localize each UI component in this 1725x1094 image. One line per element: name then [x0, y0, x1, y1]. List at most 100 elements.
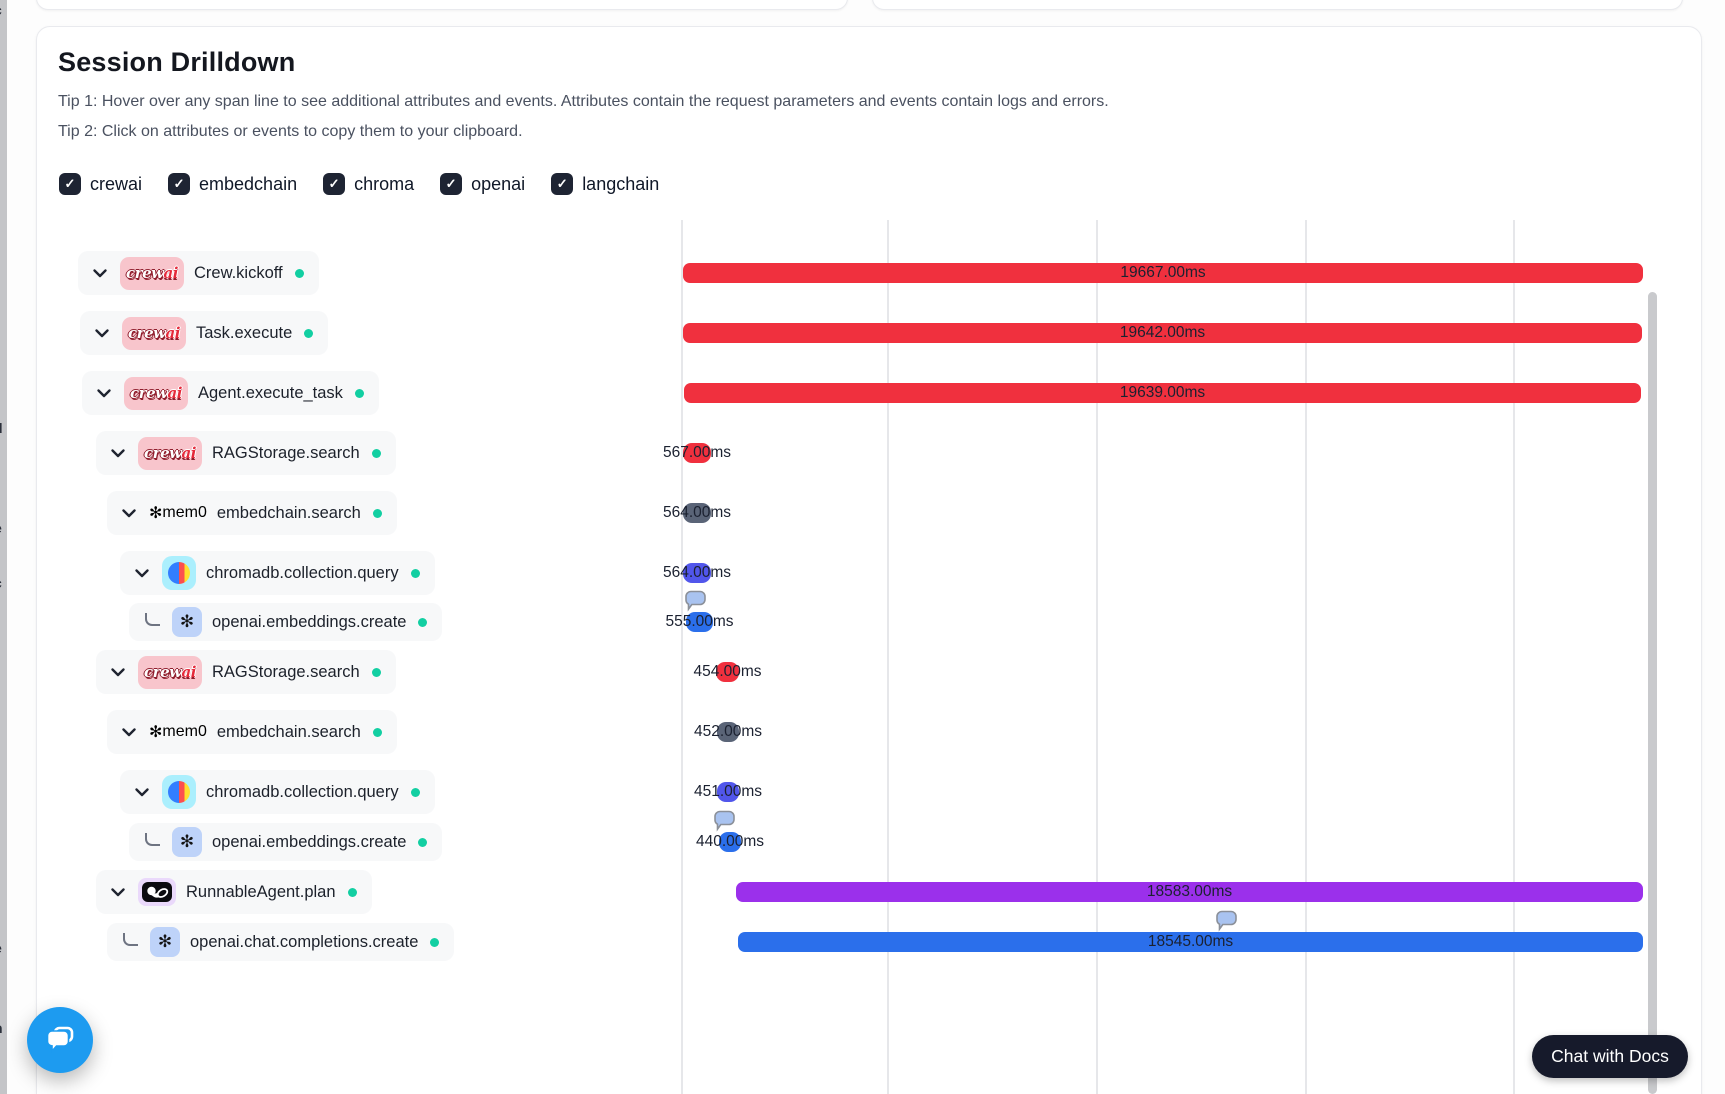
filter-label: crewai — [90, 173, 143, 194]
span-row-Task.execute[interactable]: crew ai Task.execute — [80, 311, 329, 355]
filter-openai[interactable]: ✓ openai — [440, 173, 525, 195]
duration-label: 19667.00ms — [1120, 264, 1206, 281]
mem0-gear-icon: ✻ — [149, 724, 163, 741]
status-dot — [371, 667, 381, 677]
chevron-down-icon[interactable] — [92, 323, 112, 343]
chevron-down-icon[interactable] — [90, 263, 110, 283]
crewai-logo: crew ai — [138, 436, 202, 470]
span-bar-Agent.execute_task[interactable] — [684, 383, 1641, 403]
event-bubble-icon[interactable] — [684, 590, 707, 617]
duration-label: 451.00ms — [693, 783, 763, 800]
duration-label: 440.00ms — [695, 833, 765, 850]
span-bar-chromadb.collection.query[interactable] — [683, 563, 711, 583]
filter-crewai[interactable]: ✓ crewai — [59, 173, 142, 195]
chevron-down-icon[interactable] — [108, 882, 128, 902]
span-label: embedchain.search — [216, 722, 361, 741]
crewai-logo: crew ai — [120, 256, 184, 290]
span-bar-RAGStorage.search[interactable] — [683, 443, 711, 463]
crewai-logo-ai: ai — [181, 444, 197, 462]
span-row-RAGStorage.search[interactable]: crew ai RAGStorage.search — [96, 431, 396, 475]
span-row-RAGStorage.search[interactable]: crew ai RAGStorage.search — [96, 650, 396, 694]
elbow-connector-icon — [123, 932, 138, 946]
timeline-gridline — [681, 220, 683, 1094]
duration-label: 567.00ms — [662, 444, 732, 461]
vertical-scrollbar[interactable] — [1648, 292, 1657, 1094]
chroma-logo — [162, 775, 196, 809]
span-bar-RAGStorage.search[interactable] — [716, 662, 739, 682]
elbow-connector-icon — [145, 832, 160, 846]
status-dot — [410, 787, 420, 797]
span-row-openai.embeddings.create[interactable]: ✻ openai.embeddings.create — [129, 603, 443, 641]
span-row-embedchain.search[interactable]: ✻ mem0 embedchain.search — [107, 491, 397, 535]
chevron-down-icon[interactable] — [108, 443, 128, 463]
checkbox-openai[interactable]: ✓ — [440, 173, 463, 195]
span-bar-RunnableAgent.plan[interactable] — [736, 882, 1643, 902]
tip-1-text: Tip 1: Hover over any span line to see a… — [58, 93, 1109, 110]
span-label: openai.embeddings.create — [212, 832, 407, 851]
span-label: RAGStorage.search — [212, 443, 360, 462]
span-bar-openai.chat.completions.create[interactable] — [738, 932, 1643, 952]
duration-label: 454.00ms — [693, 663, 762, 680]
crewai-logo: crew ai — [122, 316, 186, 350]
span-bar-Crew.kickoff[interactable] — [683, 263, 1643, 283]
filter-embedchain[interactable]: ✓ embedchain — [168, 173, 297, 195]
chroma-disc-icon — [168, 781, 190, 803]
span-label: RAGStorage.search — [212, 662, 360, 681]
filter-chroma[interactable]: ✓ chroma — [323, 173, 414, 195]
chevron-down-icon[interactable] — [132, 563, 152, 583]
status-dot — [372, 508, 382, 518]
checkbox-chroma[interactable]: ✓ — [323, 173, 346, 195]
chevron-down-icon[interactable] — [94, 383, 114, 403]
mem0-logo-text: mem0 — [162, 504, 207, 521]
span-row-Crew.kickoff[interactable]: crew ai Crew.kickoff — [78, 251, 319, 295]
chat-widget-button[interactable] — [27, 1007, 93, 1073]
checkbox-crewai[interactable]: ✓ — [59, 173, 81, 195]
span-row-openai.chat.completions.create[interactable]: ✻ openai.chat.completions.create — [107, 923, 455, 961]
checkbox-langchain[interactable]: ✓ — [551, 173, 574, 195]
filter-langchain[interactable]: ✓ langchain — [551, 173, 659, 195]
crewai-logo-ai: ai — [163, 264, 179, 282]
timeline-gridline — [887, 220, 889, 1094]
span-row-embedchain.search[interactable]: ✻ mem0 embedchain.search — [107, 710, 397, 754]
span-row-RunnableAgent.plan[interactable]: RunnableAgent.plan — [96, 870, 372, 914]
span-bar-embedchain.search[interactable] — [683, 503, 711, 523]
page-title: Session Drilldown — [58, 47, 296, 77]
checkbox-embedchain[interactable]: ✓ — [168, 173, 191, 195]
span-row-Agent.execute_task[interactable]: crew ai Agent.execute_task — [82, 371, 379, 415]
event-bubble-icon[interactable] — [713, 810, 736, 837]
status-dot — [418, 617, 428, 627]
langchain-parrot-icon — [142, 882, 172, 902]
chat-with-docs-button[interactable]: Chat with Docs — [1532, 1035, 1688, 1078]
filter-label: embedchain — [199, 173, 298, 194]
span-bar-openai.embeddings.create[interactable] — [686, 612, 713, 632]
span-row-openai.embeddings.create[interactable]: ✻ openai.embeddings.create — [129, 823, 443, 861]
chevron-down-icon[interactable] — [108, 662, 128, 682]
span-bar-embedchain.search[interactable] — [717, 722, 739, 742]
crewai-logo-ai: ai — [167, 384, 183, 402]
status-dot — [347, 887, 357, 897]
timeline-gridline — [1513, 220, 1515, 1094]
chevron-down-icon[interactable] — [132, 782, 152, 802]
chevron-down-icon[interactable] — [119, 503, 139, 523]
status-dot — [354, 388, 364, 398]
status-dot — [430, 937, 440, 947]
chroma-disc-icon — [168, 562, 190, 584]
timeline-gridline — [1096, 220, 1098, 1094]
clipped-glyph: n — [0, 1020, 3, 1036]
duration-label: 564.00ms — [662, 504, 732, 521]
span-bar-openai.embeddings.create[interactable] — [719, 832, 741, 852]
elbow-connector-icon — [145, 612, 160, 626]
status-dot — [410, 568, 420, 578]
span-row-chromadb.collection.query[interactable]: chromadb.collection.query — [120, 770, 435, 814]
span-bar-Task.execute[interactable] — [683, 323, 1642, 343]
span-bar-chromadb.collection.query[interactable] — [717, 782, 739, 802]
mem0-logo: ✻ mem0 — [149, 722, 207, 742]
event-bubble-icon[interactable] — [1215, 910, 1238, 937]
crewai-logo-text: crew — [128, 324, 166, 342]
span-label: Agent.execute_task — [198, 383, 343, 402]
crewai-logo: crew ai — [124, 376, 188, 410]
chevron-down-icon[interactable] — [119, 722, 139, 742]
span-row-chromadb.collection.query[interactable]: chromadb.collection.query — [120, 551, 435, 595]
